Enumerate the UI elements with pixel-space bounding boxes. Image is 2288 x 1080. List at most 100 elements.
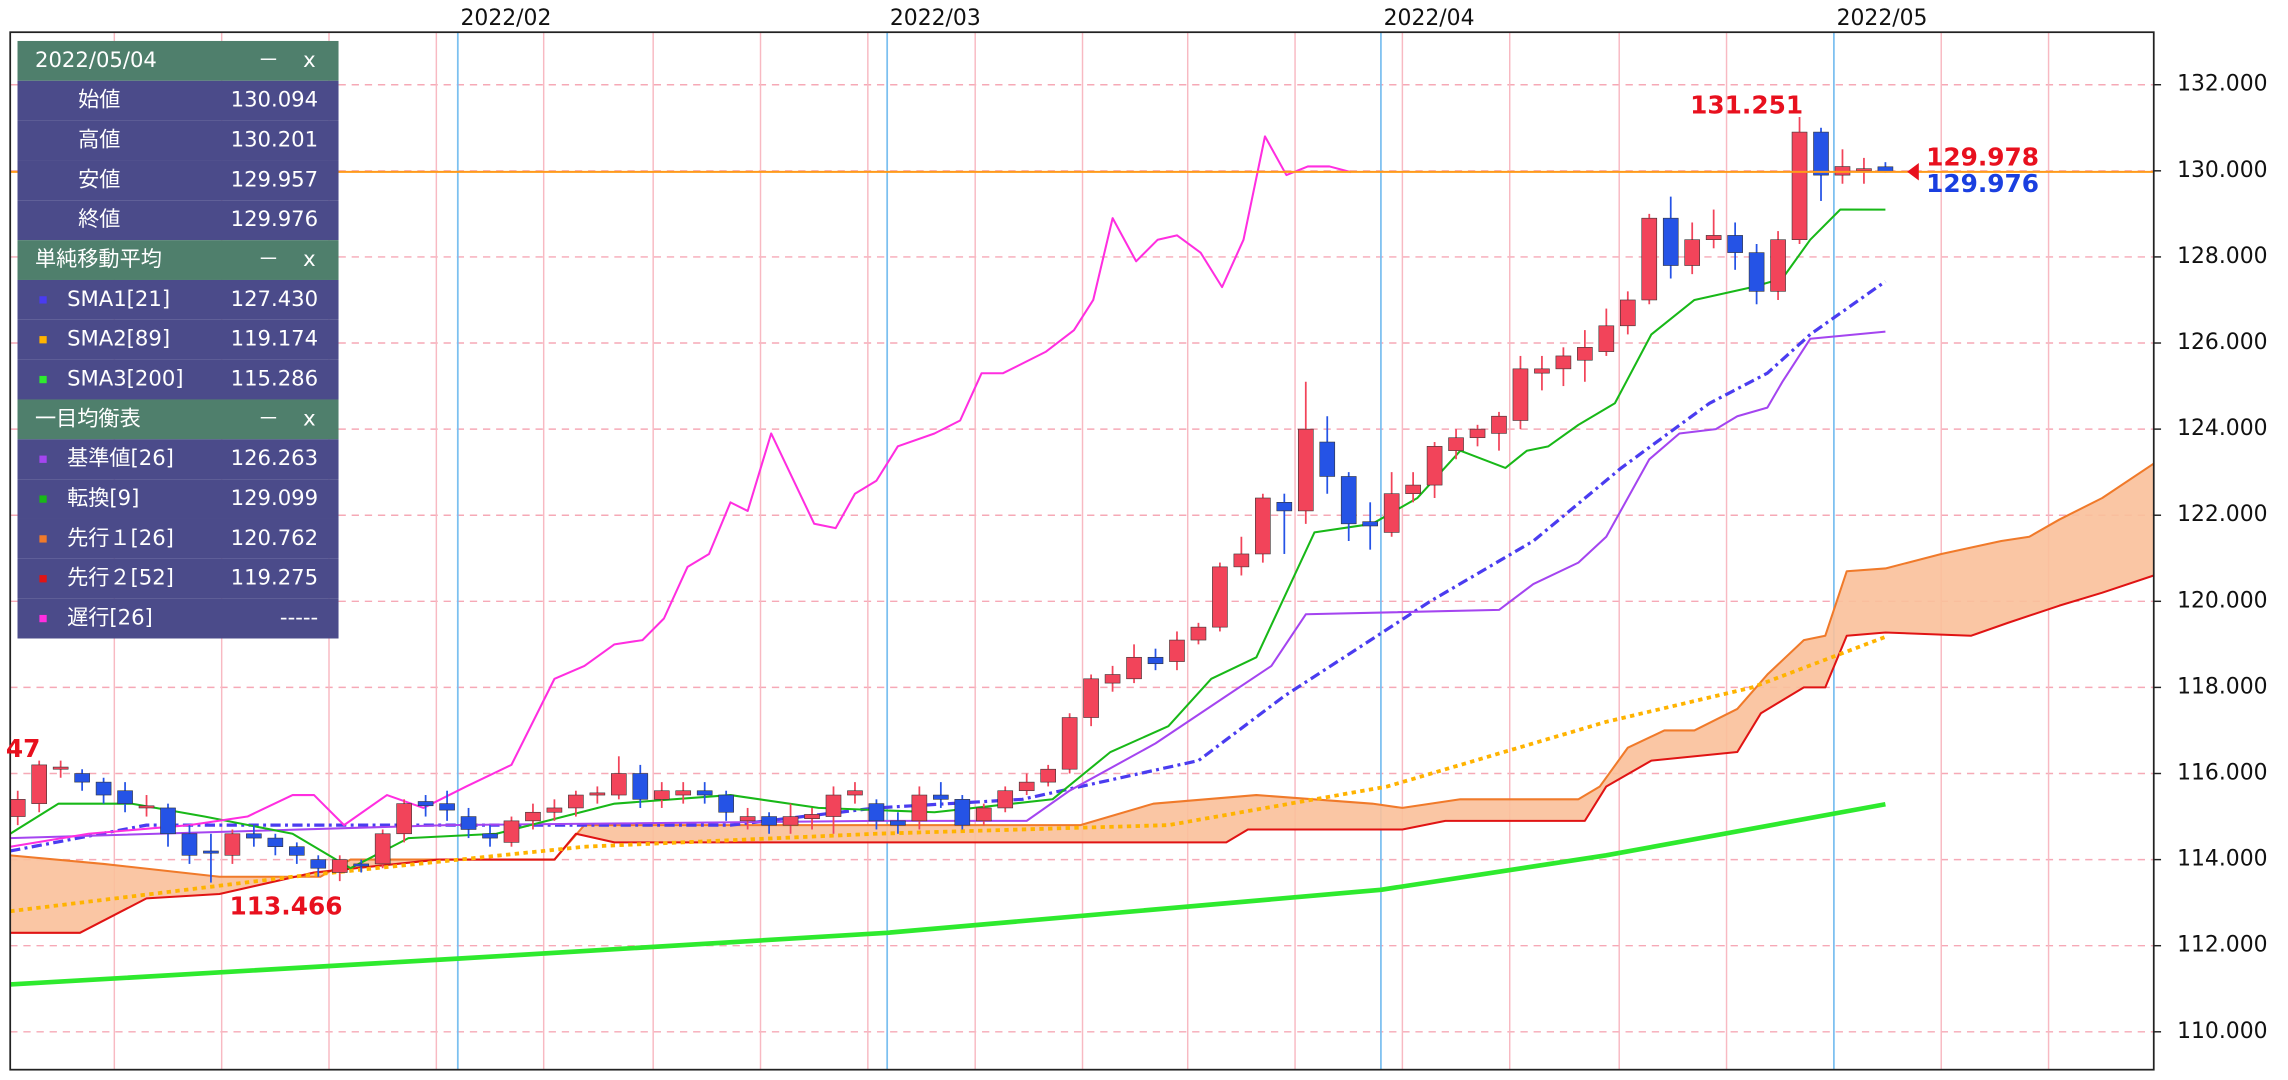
y-tick-label: 124.000	[2177, 416, 2267, 441]
panel-label: 先行１[26]	[67, 525, 174, 550]
candle-body	[289, 846, 305, 856]
legend-swatch	[39, 296, 47, 304]
close-button[interactable]: x	[303, 246, 316, 271]
candle-body	[1727, 235, 1743, 253]
legend-swatch	[39, 455, 47, 463]
candle-body	[267, 837, 284, 847]
candle-body	[1512, 368, 1529, 421]
panel-row	[17, 160, 339, 201]
candle-body	[138, 805, 155, 809]
candle-body	[890, 820, 906, 826]
minimize-button[interactable]: －	[258, 405, 279, 430]
panel-label: 高値	[78, 127, 120, 152]
candle-body	[1448, 437, 1464, 451]
candle-body	[1577, 347, 1593, 361]
candle-body	[1684, 239, 1701, 266]
indicator-line	[10, 135, 1352, 848]
x-tick-label: 2022/05	[1837, 6, 1928, 31]
panel-row	[17, 319, 339, 360]
panel-label: SMA3[200]	[67, 366, 183, 391]
candle-body	[825, 794, 842, 817]
candle-body	[1641, 217, 1658, 301]
candle-body	[589, 792, 606, 796]
panel-label: SMA1[21]	[67, 286, 170, 311]
candle-body	[1834, 166, 1851, 176]
x-tick-label: 2022/04	[1384, 6, 1475, 31]
close-button[interactable]: x	[303, 405, 316, 430]
y-tick-label: 132.000	[2177, 72, 2267, 97]
y-tick-label: 126.000	[2177, 330, 2267, 355]
panel-label: 遅行[26]	[67, 605, 153, 630]
panel-value: 119.275	[231, 565, 318, 590]
indicator-line	[10, 801, 1886, 987]
panel-value: 126.263	[231, 445, 318, 470]
candle-body	[396, 803, 412, 835]
candle-body	[1770, 239, 1786, 292]
legend-swatch	[39, 575, 47, 583]
bid-label: 129.976	[1926, 169, 2039, 198]
candle-body	[1662, 217, 1679, 266]
candle-body	[632, 773, 649, 800]
candle-body	[1276, 502, 1293, 512]
indicator-line	[10, 330, 1886, 840]
candle-body	[1405, 484, 1421, 494]
candle-body	[1061, 717, 1078, 770]
candle-body	[1491, 415, 1507, 434]
plot-frame	[9, 31, 2155, 1071]
candle-body	[611, 773, 627, 796]
candle-body	[739, 816, 756, 822]
minimize-button[interactable]: －	[258, 246, 279, 271]
minimize-button[interactable]: －	[258, 47, 279, 72]
y-tick-label: 110.000	[2177, 1019, 2267, 1044]
panel-value: 127.430	[231, 286, 318, 311]
panel-label: 基準値[26]	[67, 445, 174, 470]
candle-body	[10, 799, 26, 817]
candle-body	[1791, 131, 1808, 240]
panel-value: 129.976	[231, 206, 318, 231]
candle-body	[1426, 446, 1443, 486]
annotation: 47	[6, 734, 41, 763]
candle-body	[1190, 626, 1207, 641]
min-label: 113.466	[230, 892, 343, 921]
candle-body	[1856, 168, 1872, 172]
panel-label: 先行２[52]	[67, 565, 174, 590]
candle-body	[782, 816, 799, 826]
candle-body	[503, 820, 520, 843]
legend-swatch	[39, 495, 47, 503]
candle-body	[203, 850, 219, 854]
panel-row	[17, 598, 339, 639]
panel-value: 120.762	[231, 525, 318, 550]
ask-label: 129.978	[1926, 143, 2039, 172]
candle-body	[1555, 355, 1572, 370]
candle-body	[374, 833, 391, 865]
y-tick-label: 120.000	[2177, 588, 2267, 613]
indicator-line	[10, 280, 1887, 853]
panel-title: 単純移動平均	[35, 246, 162, 271]
candle-body	[31, 764, 48, 804]
candle-body	[460, 816, 477, 830]
close-button[interactable]: x	[303, 47, 316, 72]
candle-body	[1813, 131, 1829, 176]
candle-body	[1362, 521, 1378, 527]
candle-body	[1104, 674, 1121, 684]
candle-body	[246, 833, 262, 839]
candle-body	[997, 790, 1014, 809]
candle-body	[954, 799, 971, 826]
panel-label: 安値	[78, 166, 120, 191]
candle-body	[568, 794, 584, 809]
info-panel: 2022/05/04 － x 始値 130.094 高値 130.201 安値 129.957 終…	[17, 40, 339, 639]
ask-marker	[1907, 163, 1919, 181]
candle-body	[1147, 656, 1164, 665]
ichimoku-cloud	[10, 463, 2154, 933]
candle-body	[224, 833, 241, 856]
legend-swatch	[39, 375, 47, 384]
candle-body	[1748, 252, 1765, 292]
candle-body	[868, 803, 885, 822]
candle-body	[804, 814, 820, 820]
panel-row	[17, 120, 339, 161]
candle-body	[546, 807, 563, 813]
candle-body	[1233, 553, 1250, 568]
